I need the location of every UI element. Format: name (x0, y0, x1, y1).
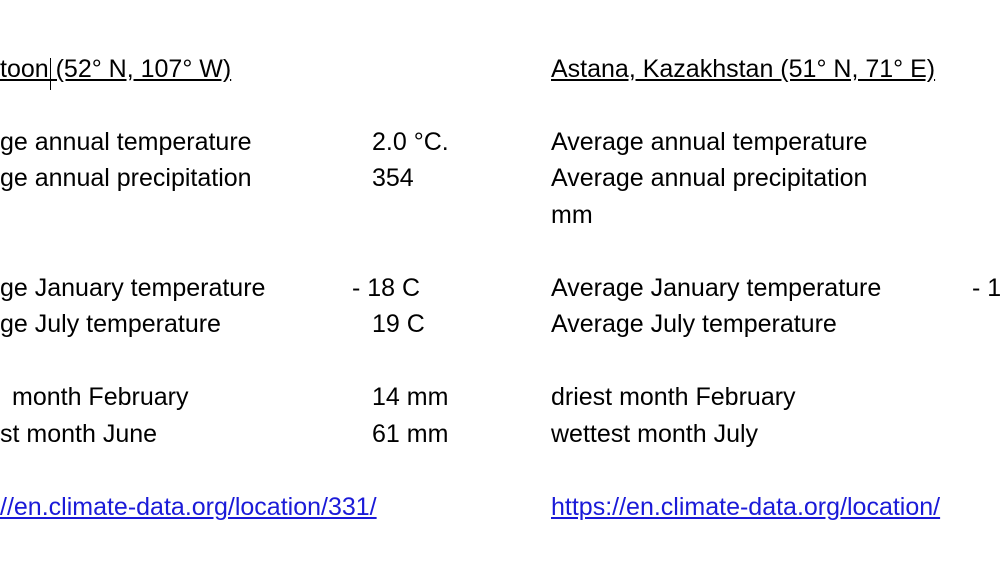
text-cursor (50, 58, 51, 90)
title: Astana, Kazakhstan (51° N, 71° E) (551, 55, 936, 83)
value: 354 (372, 164, 414, 192)
value: 14 mm (372, 383, 449, 411)
label: ge January temperature (0, 274, 266, 302)
value: 2.0 °C. (372, 128, 449, 156)
value: 61 mm (372, 420, 449, 448)
link[interactable]: https://en.climate-data.org/location/ (551, 493, 941, 521)
link[interactable]: //en.climate-data.org/location/331/ (0, 493, 377, 521)
value: - 18 C (352, 274, 421, 302)
label: Average July temperature (551, 310, 837, 338)
label: mm (551, 201, 593, 229)
value: - 1 (972, 274, 1000, 302)
label: st month June (0, 420, 158, 448)
label: Average annual precipitation (551, 164, 868, 192)
value: 19 C (372, 310, 425, 338)
label: ge annual temperature (0, 128, 252, 156)
label: driest month February (551, 383, 796, 411)
label: wettest month July (551, 420, 759, 448)
label: ge annual precipitation (0, 164, 252, 192)
label: Average annual temperature (551, 128, 868, 156)
label: ge July temperature (0, 310, 221, 338)
label: Average January temperature (551, 274, 882, 302)
title: toon (52° N, 107° W) (0, 55, 232, 83)
label: month February (12, 383, 189, 411)
